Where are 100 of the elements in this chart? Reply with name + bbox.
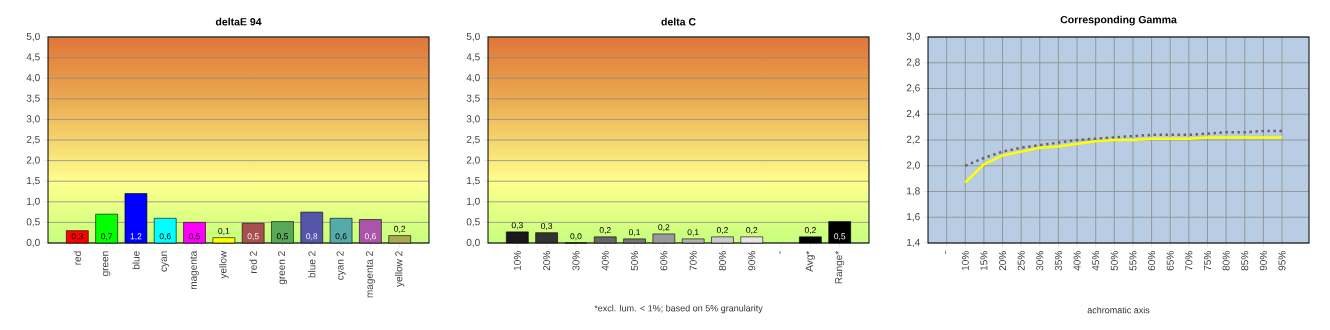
y-tick-label: 2,0 xyxy=(26,156,40,165)
x-tick-label: 20% xyxy=(543,251,551,271)
data-label: 0,7 xyxy=(101,233,113,241)
chart-title: deltaE 94 xyxy=(215,17,262,26)
data-label: 0,0 xyxy=(570,233,582,241)
data-label: 0,3 xyxy=(511,222,523,230)
x-tick-label: 40% xyxy=(1073,251,1081,271)
x-tick-label: - xyxy=(779,251,781,254)
chart-title: delta C xyxy=(661,17,696,26)
y-tick-label: 1,8 xyxy=(907,187,920,196)
y-tick-label: 2,8 xyxy=(906,58,920,67)
y-tick-label: 3,5 xyxy=(26,94,40,103)
x-tick-label: 30% xyxy=(572,251,580,271)
x-tick-label: - xyxy=(945,251,946,254)
x-tick-label: 20% xyxy=(999,251,1007,271)
x-tick-label: 70% xyxy=(1185,251,1193,271)
x-tick-label: blue 2 xyxy=(308,251,316,278)
y-tick-label: 0,5 xyxy=(466,218,480,227)
x-tick-label: 65% xyxy=(1166,251,1174,271)
data-label: 0,6 xyxy=(335,233,347,241)
x-tick-label: 70% xyxy=(689,251,697,271)
x-tick-label: 75% xyxy=(1203,251,1211,271)
data-label: 0,5 xyxy=(834,233,846,241)
x-tick-label: red 2 xyxy=(249,251,257,273)
data-label: 0,2 xyxy=(746,227,758,235)
x-tick-label: 10% xyxy=(513,251,521,271)
y-tick-label: 1,4 xyxy=(907,238,920,248)
y-tick-label: 2,2 xyxy=(906,135,920,145)
x-tick-label: 25% xyxy=(1017,251,1025,271)
x-tick-label: cyan 2 xyxy=(336,251,346,280)
y-tick-label: 2,0 xyxy=(906,161,920,170)
x-tick-label: Range* xyxy=(835,250,845,284)
y-tick-label: 2,4 xyxy=(906,110,920,119)
y-tick-label: 2,5 xyxy=(466,135,480,145)
x-tick-label: green 2 xyxy=(277,251,287,285)
x-tick-label: yellow 2 xyxy=(395,251,405,287)
x-tick-label: 55% xyxy=(1129,251,1137,271)
data-label: 0,3 xyxy=(541,222,553,230)
data-label: 0,1 xyxy=(218,227,230,235)
data-label: 0,5 xyxy=(188,233,201,241)
x-tick-label: 40% xyxy=(601,251,609,271)
x-tick-label: 60% xyxy=(1148,251,1156,271)
data-label: 0,5 xyxy=(276,233,289,241)
data-label: 0,5 xyxy=(247,233,259,241)
y-tick-label: 2,5 xyxy=(26,135,40,145)
data-label: 0,1 xyxy=(628,229,641,237)
y-tick-label: 1,0 xyxy=(467,197,480,206)
y-tick-label: 5,0 xyxy=(466,32,480,42)
x-tick-label: 10% xyxy=(961,251,969,271)
data-label: 0,6 xyxy=(159,233,171,241)
y-tick-label: 3,0 xyxy=(26,115,40,124)
x-tick-label: 15% xyxy=(980,251,988,271)
x-tick-label: magenta xyxy=(190,250,199,290)
y-tick-label: 0,0 xyxy=(26,238,40,248)
x-tick-label: 60% xyxy=(660,251,668,271)
y-tick-label: 5,0 xyxy=(26,32,40,42)
y-tick-label: 4,0 xyxy=(26,74,40,83)
y-tick-label: 4,5 xyxy=(466,53,480,62)
x-tick-label: Avg* xyxy=(805,250,815,272)
x-tick-label: 90% xyxy=(1259,251,1267,271)
y-tick-label: 0,5 xyxy=(26,218,40,227)
y-tick-label: 4,5 xyxy=(26,53,40,62)
y-tick-label: 3,5 xyxy=(466,94,480,103)
y-tick-label: 0,0 xyxy=(466,238,480,248)
y-tick-label: 1,5 xyxy=(27,177,40,186)
y-tick-label: 1,0 xyxy=(27,197,40,206)
text: *excl. lum. < 1%; based on 5% granularity xyxy=(594,304,763,314)
data-label: 0,3 xyxy=(71,233,83,241)
data-label: 0,2 xyxy=(716,227,728,235)
data-label: 0,2 xyxy=(599,227,611,235)
y-tick-label: 3,0 xyxy=(906,32,920,42)
data-label: 0,1 xyxy=(687,229,699,237)
x-tick-label: 85% xyxy=(1241,251,1249,271)
y-tick-label: 2,6 xyxy=(906,84,920,93)
data-label: 0,2 xyxy=(804,227,816,235)
y-tick-label: 1,5 xyxy=(467,177,480,186)
x-tick-label: red xyxy=(73,251,81,265)
x-tick-label: 95% xyxy=(1278,251,1286,271)
data-label: 0,8 xyxy=(306,233,318,241)
x-axis-title: achromatic axis xyxy=(1087,306,1150,314)
x-tick-label: 45% xyxy=(1092,251,1100,271)
data-label: 0,2 xyxy=(394,225,406,233)
y-tick-label: 3,0 xyxy=(466,115,480,124)
x-tick-label: 35% xyxy=(1054,251,1062,271)
data-label: 1,2 xyxy=(130,233,142,241)
x-tick-label: green xyxy=(102,251,111,276)
x-tick-label: 80% xyxy=(1222,251,1230,271)
y-tick-label: 1,6 xyxy=(907,213,920,222)
y-tick-label: 4,0 xyxy=(466,74,480,83)
x-tick-label: cyan xyxy=(161,251,169,272)
x-tick-label: 90% xyxy=(748,251,756,271)
chart-title: Corresponding Gamma xyxy=(1060,15,1177,26)
x-tick-label: 50% xyxy=(631,251,639,271)
x-tick-label: 50% xyxy=(1110,251,1118,271)
x-tick-label: 80% xyxy=(718,251,727,271)
data-label: 0,2 xyxy=(658,224,670,232)
x-tick-label: 30% xyxy=(1036,251,1044,271)
data-label: 0,6 xyxy=(364,233,376,241)
x-tick-label: magenta 2 xyxy=(365,251,375,298)
y-tick-label: 2,0 xyxy=(466,156,480,165)
